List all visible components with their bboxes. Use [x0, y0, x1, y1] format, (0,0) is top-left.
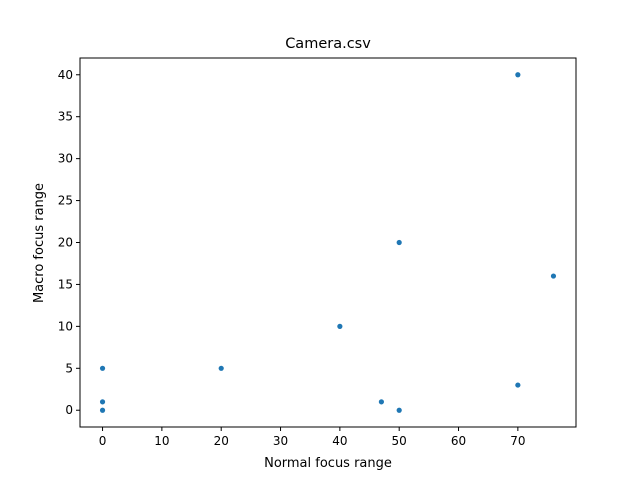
data-points: [99, 72, 557, 413]
x-tick-label: 0: [99, 434, 107, 448]
y-axis: 0 5 10 15 20 25 30 35 40: [58, 68, 80, 417]
y-tick-label: 15: [58, 277, 73, 291]
x-tick-label: 70: [510, 434, 525, 448]
data-point: [99, 407, 106, 413]
plot-frame: [79, 57, 577, 428]
y-axis-label: Macro focus range: [32, 183, 47, 303]
x-tick-label: 20: [214, 434, 229, 448]
data-point: [99, 365, 106, 371]
x-tick-label: 60: [451, 434, 466, 448]
data-point: [396, 407, 402, 413]
chart-title: Camera.csv: [285, 36, 371, 52]
data-point: [378, 399, 384, 405]
y-tick-label: 40: [58, 68, 73, 82]
x-tick-label: 40: [332, 434, 347, 448]
data-point: [515, 382, 521, 388]
x-tick-label: 30: [273, 434, 288, 448]
data-point: [218, 365, 224, 371]
data-point: [515, 72, 521, 78]
data-point: [337, 323, 343, 329]
y-tick-label: 25: [58, 194, 73, 208]
y-tick-label: 20: [58, 236, 73, 250]
x-tick-label: 10: [154, 434, 169, 448]
y-tick-label: 10: [58, 319, 73, 333]
data-point: [550, 273, 557, 279]
y-tick-label: 0: [65, 403, 73, 417]
data-point: [396, 239, 402, 246]
x-axis: 0 10 20 30 40 50 60 70: [99, 427, 525, 448]
x-tick-label: 50: [392, 434, 407, 448]
y-tick-label: 30: [58, 152, 73, 166]
x-axis-label: Normal focus range: [264, 456, 392, 471]
y-tick-label: 5: [65, 361, 73, 375]
y-tick-label: 35: [58, 110, 73, 124]
data-point: [99, 399, 106, 405]
